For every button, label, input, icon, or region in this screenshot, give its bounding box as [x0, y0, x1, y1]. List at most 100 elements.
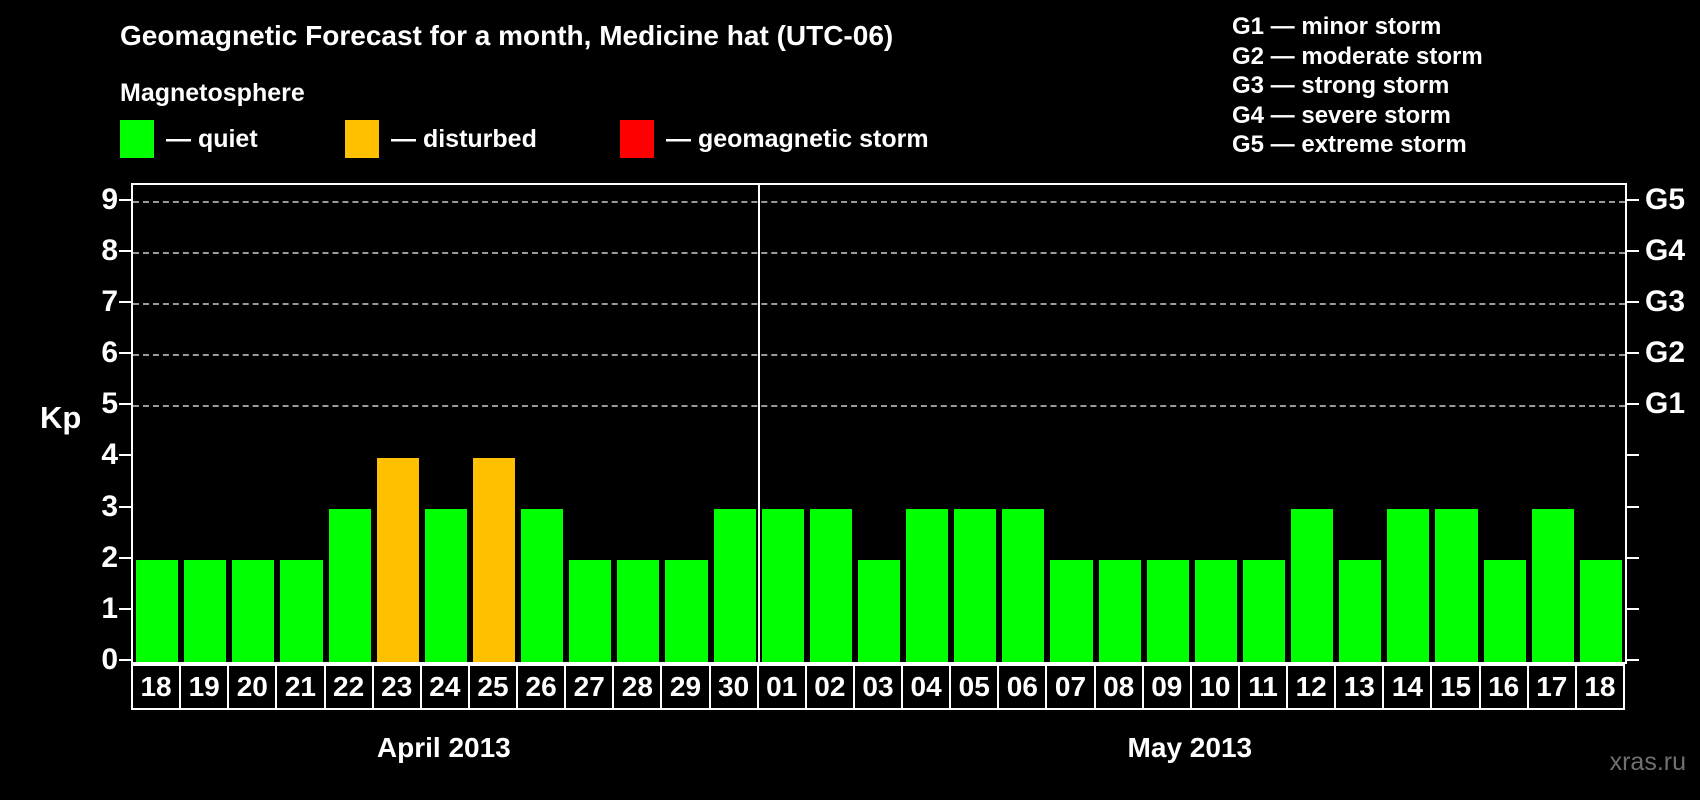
magnetosphere-legend-heading: Magnetosphere	[120, 79, 305, 107]
kp-bar-april-28	[617, 559, 660, 662]
gridline-kp9	[133, 200, 1625, 203]
date-cell-16: 16	[1478, 664, 1529, 710]
date-axis-row: 18 19 20 21 22 23 24 25 26 27 28 29 30 01 02 03 04 05 06 07…	[131, 664, 1625, 712]
y-axis-tick-right-5	[1627, 403, 1639, 406]
date-cell-04: 04	[901, 664, 952, 710]
kp-bar-april-30	[713, 508, 756, 662]
kp-bar-april-20	[232, 559, 275, 662]
legend-item-quiet: — quiet	[120, 120, 258, 158]
page-title: Geomagnetic Forecast for a month, Medici…	[120, 20, 894, 51]
date-cell-19: 19	[179, 664, 230, 710]
kp-bar-may-10	[1194, 559, 1237, 662]
y-axis-tick-left-7	[119, 301, 131, 304]
y-axis-tick-left-1	[119, 607, 131, 610]
y-axis-label-9: 9	[101, 182, 118, 216]
storm-swatch-icon	[620, 120, 654, 158]
y-axis-tick-left-6	[119, 352, 131, 355]
date-cell-23: 23	[371, 664, 422, 710]
date-cell-29: 29	[660, 664, 711, 710]
g-axis-label-g4: G4	[1645, 233, 1686, 267]
legend-item-disturbed: — disturbed	[345, 120, 537, 158]
y-axis-tick-right-9	[1627, 198, 1639, 201]
g4-legend-line: G4 — severe storm	[1232, 101, 1451, 129]
kp-bar-may-05	[954, 508, 997, 662]
disturbed-swatch-icon	[345, 120, 379, 158]
y-axis-tick-right-0	[1627, 659, 1639, 661]
y-axis-tick-right-3	[1627, 505, 1639, 508]
kp-bar-may-06	[1002, 508, 1045, 662]
date-cell-11: 11	[1237, 664, 1289, 710]
date-cell-10: 10	[1189, 664, 1240, 710]
y-axis-label-1: 1	[101, 591, 118, 625]
y-axis-tick-right-4	[1627, 454, 1639, 457]
kp-bar-may-16	[1483, 559, 1526, 662]
date-cell-13: 13	[1334, 664, 1385, 710]
legend-item-storm: — geomagnetic storm	[620, 120, 929, 158]
y-axis-tick-right-1	[1627, 607, 1639, 610]
date-cell-08: 08	[1093, 664, 1144, 710]
kp-bar-may-14	[1387, 508, 1430, 662]
quiet-swatch-icon	[120, 120, 154, 158]
date-cell-27: 27	[564, 664, 615, 710]
kp-bar-april-27	[569, 559, 612, 662]
date-cell-22: 22	[323, 664, 374, 710]
kp-bar-april-25	[472, 457, 516, 662]
g3-legend-line: G3 — strong storm	[1232, 72, 1450, 99]
y-axis-label-6: 6	[101, 336, 118, 370]
kp-bar-april-19	[184, 559, 227, 662]
date-cell-21: 21	[275, 664, 326, 710]
legend-item-label: — disturbed	[391, 124, 537, 153]
y-axis-tick-left-8	[119, 249, 131, 252]
month-label-may: May 2013	[1127, 732, 1253, 763]
y-axis-label-4: 4	[101, 438, 118, 472]
gridline-kp7	[133, 303, 1625, 306]
month-label-april: April 2013	[376, 732, 511, 763]
y-axis-tick-left-0	[119, 659, 131, 661]
date-cell-06: 06	[997, 664, 1048, 710]
kp-bar-may-07	[1050, 559, 1093, 662]
y-axis-label-8: 8	[101, 233, 118, 267]
kp-bar-april-18	[136, 559, 179, 662]
y-axis-label-2: 2	[101, 540, 118, 574]
g5-legend-line: G5 — extreme storm	[1232, 131, 1467, 158]
y-axis-tick-right-6	[1627, 352, 1639, 355]
date-cell-24: 24	[419, 664, 470, 710]
y-axis-tick-left-3	[119, 505, 131, 508]
y-axis-tick-left-5	[119, 403, 131, 406]
month-separator-line	[757, 185, 760, 662]
kp-bar-april-24	[424, 508, 467, 662]
date-cell-15: 15	[1430, 664, 1481, 710]
date-cell-12: 12	[1286, 664, 1337, 710]
kp-bar-may-02	[809, 508, 852, 662]
kp-bar-april-29	[665, 559, 708, 662]
date-cell-18: 18	[131, 664, 182, 710]
date-cell-03: 03	[852, 664, 904, 710]
date-cell-17: 17	[1526, 664, 1577, 710]
g-axis-label-g1: G1	[1645, 387, 1686, 421]
kp-bar-april-23	[376, 457, 419, 662]
date-cell-01: 01	[756, 664, 807, 710]
chart-plot-area	[131, 183, 1627, 664]
kp-bar-may-08	[1098, 559, 1141, 662]
y-axis-tick-left-9	[119, 198, 131, 201]
date-cell-07: 07	[1045, 664, 1096, 710]
y-axis-tick-right-2	[1627, 556, 1639, 559]
y-axis-label-5: 5	[101, 387, 118, 421]
y-axis-tick-right-7	[1627, 301, 1639, 304]
kp-bar-may-15	[1435, 508, 1478, 662]
gridline-kp5	[133, 405, 1625, 408]
date-cell-18: 18	[1574, 664, 1625, 710]
kp-bar-may-12	[1291, 508, 1334, 662]
date-cell-09: 09	[1141, 664, 1192, 710]
date-cell-26: 26	[516, 664, 567, 710]
g-axis-label-g3: G3	[1645, 285, 1686, 319]
g-axis-label-g5: G5	[1645, 182, 1686, 216]
date-cell-14: 14	[1382, 664, 1433, 710]
gridline-kp6	[133, 354, 1625, 357]
kp-bar-may-18	[1579, 559, 1622, 662]
kp-bar-may-13	[1339, 559, 1382, 662]
watermark: xras.ru	[1609, 748, 1686, 776]
kp-axis-label: Kp	[40, 400, 82, 435]
y-axis-label-7: 7	[101, 285, 118, 319]
